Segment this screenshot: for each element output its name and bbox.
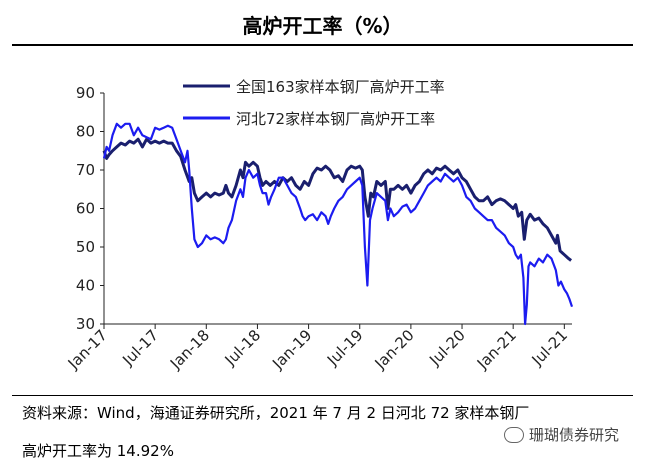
chart-legend: 全国163家样本钢厂高炉开工率 河北72家样本钢厂高炉开工率 xyxy=(183,78,445,128)
x-tick-label: Jul-21 xyxy=(528,326,572,370)
series-line-1 xyxy=(102,137,573,262)
y-tick-label: 70 xyxy=(76,161,95,179)
source-note-line-1: 资料来源：Wind，海通证券研究所，2021 年 7 月 2 日河北 72 家样… xyxy=(22,404,530,422)
wechat-icon xyxy=(504,426,524,443)
x-tick-label: Jan-18 xyxy=(166,326,213,373)
watermark: 珊瑚债券研究 xyxy=(500,424,624,445)
x-tick-label: Jul-20 xyxy=(425,326,469,370)
x-tick-label: Jul-17 xyxy=(118,326,162,370)
x-tick-label: Jan-19 xyxy=(268,326,315,373)
y-tick-label: 90 xyxy=(76,84,95,102)
legend-label-series-2: 河北72家样本钢厂高炉开工率 xyxy=(236,110,435,128)
x-tick-label: Jan-20 xyxy=(371,326,418,373)
y-tick-label: 40 xyxy=(76,277,95,295)
x-tick-label: Jul-18 xyxy=(221,326,265,370)
source-rule xyxy=(12,395,633,396)
title-rule xyxy=(12,44,633,46)
watermark-text: 珊瑚债券研究 xyxy=(529,426,620,444)
legend-label-series-1: 全国163家样本钢厂高炉开工率 xyxy=(236,78,445,96)
y-tick-label: 80 xyxy=(76,123,95,141)
y-tick-label: 30 xyxy=(76,315,95,333)
y-tick-label: 50 xyxy=(76,238,95,256)
x-tick-label: Jan-17 xyxy=(64,326,111,373)
x-tick-label: Jan-21 xyxy=(473,326,520,373)
chart-series xyxy=(102,122,574,326)
x-axis-ticks: Jan-17 Jul-17 Jan-18 Jul-18 Jan-19 Jul-19 Jan-… xyxy=(64,324,571,373)
y-tick-label: 60 xyxy=(76,200,95,218)
x-tick-label: Jul-19 xyxy=(323,326,367,370)
source-note-line-2: 高炉开工率为 14.92% xyxy=(22,442,174,460)
chart-title: 高炉开工率（%） xyxy=(242,14,403,38)
series-line-2 xyxy=(102,122,574,326)
y-axis-ticks: 30 40 50 60 70 80 90 xyxy=(76,84,104,333)
